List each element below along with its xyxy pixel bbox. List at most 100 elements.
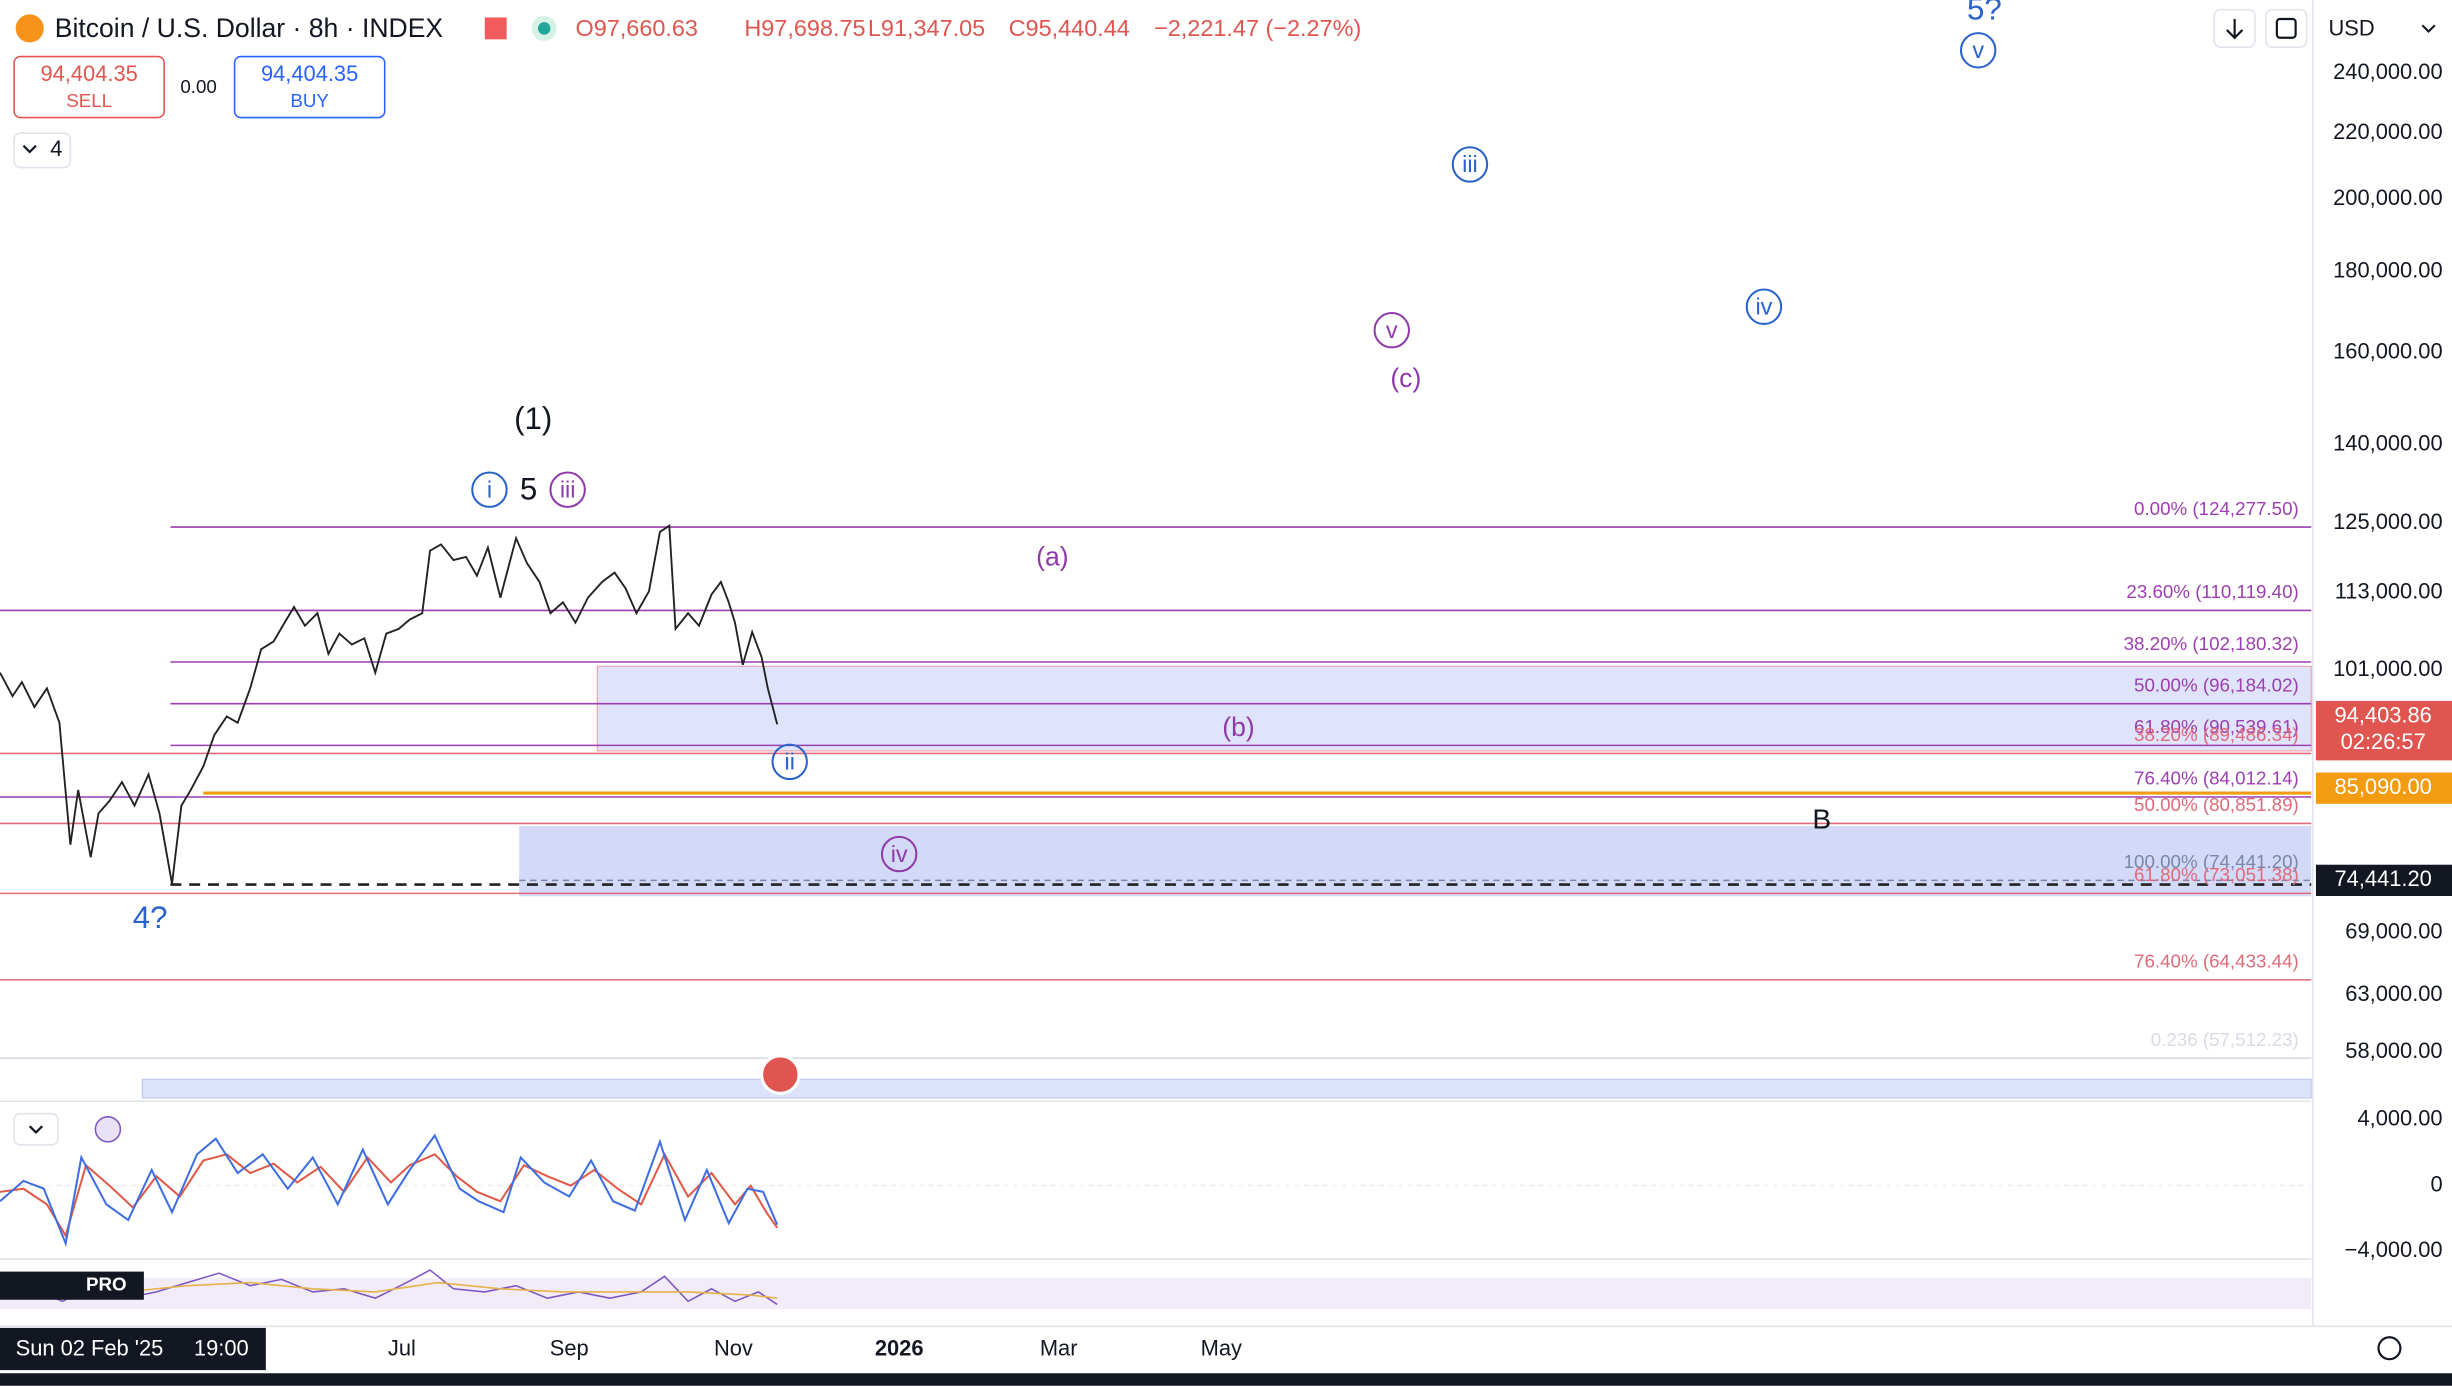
price-badge-label: 85,090.00	[2335, 774, 2432, 799]
wave-label: 4?	[133, 900, 168, 935]
fib-label: 23.60% (110,119.40)	[2126, 581, 2298, 602]
wave-circle	[1745, 288, 1783, 325]
flag	[484, 17, 507, 40]
price-tick-label: 200,000.00	[2333, 185, 2442, 210]
price-axis	[2312, 0, 2452, 1327]
wave-label: (c)	[1390, 363, 1421, 393]
fib-label: 0.236 (57,512.23)	[2151, 1029, 2299, 1050]
buy-label: BUY	[290, 90, 329, 111]
refresh-icon[interactable]	[94, 1116, 122, 1143]
sell-price: 94,404.35	[40, 61, 137, 86]
indicators-toggle[interactable]	[13, 132, 72, 169]
rsi-band	[0, 1277, 2312, 1310]
price-line	[0, 523, 779, 884]
time-tick-label: May	[1201, 1336, 1242, 1361]
fib-label: 100.00% (74,441.20)	[2124, 851, 2299, 872]
cursor-date: Sun 02 Feb '25	[16, 1336, 164, 1361]
price-tick-label: 113,000.00	[2335, 578, 2443, 603]
wave-label: iv	[891, 841, 908, 867]
symbol-icon	[15, 14, 44, 43]
wave-label: iii	[1462, 151, 1478, 177]
wave-label: 5	[520, 472, 537, 507]
oscillator-tick-label: −4,000.00	[2345, 1237, 2443, 1262]
wave-label: iv	[1755, 293, 1772, 319]
price-tick-label: 125,000.00	[2333, 509, 2442, 534]
price-badge-label: 94,403.86	[2335, 702, 2432, 727]
fib-label: 50.00% (80,851.89)	[2134, 794, 2299, 815]
sell-button[interactable]	[13, 55, 165, 119]
wave-circle	[1451, 146, 1489, 183]
status-dot	[537, 22, 551, 35]
oscillator-tick-label: 0	[2430, 1171, 2442, 1196]
wave-label: 5?	[1967, 0, 2002, 26]
arrow-icon	[2226, 19, 2244, 40]
price-badge	[2315, 700, 2452, 761]
time-tick-label: Jul	[388, 1336, 416, 1361]
change: −2,221.47 (−2.27%)	[1154, 15, 1361, 41]
time-tick-label: Nov	[714, 1336, 753, 1361]
time-tick-label: Sep	[550, 1336, 589, 1361]
price-tick-label: 240,000.00	[2333, 59, 2442, 84]
time-tick-label: Mar	[1040, 1336, 1078, 1361]
price-tick-label: 140,000.00	[2333, 431, 2442, 456]
wave-circle	[1373, 311, 1410, 349]
price-tick-label: 58,000.00	[2345, 1038, 2442, 1063]
price-badge	[2315, 772, 2452, 804]
buy-button[interactable]	[233, 55, 386, 119]
wave-circle	[1959, 32, 1997, 69]
bottom-bar	[0, 1373, 2452, 1386]
logo	[0, 1271, 144, 1300]
chevron	[28, 1125, 43, 1134]
fib-label: 61.80% (73,051.38)	[2134, 864, 2299, 885]
price-badge	[2315, 864, 2452, 896]
fib-label: 61.80% (90,539.61)	[2134, 716, 2299, 737]
wave-circle	[549, 471, 586, 508]
cursor-clock: 19:00	[194, 1336, 249, 1361]
fib-label: 38.20% (89,486.34)	[2134, 724, 2299, 745]
settings-icon[interactable]	[2377, 1336, 2402, 1361]
logo-text: PRO	[86, 1274, 127, 1295]
price-badge-label: 74,441.20	[2335, 866, 2432, 891]
cursor-label	[0, 1327, 266, 1371]
event-icon[interactable]	[759, 1054, 801, 1095]
wave-label: B	[1812, 804, 1831, 835]
currency[interactable]: USD	[2328, 16, 2374, 41]
chevron	[22, 144, 37, 154]
ohlc: L91,347.05	[868, 15, 985, 41]
oscillator-signal	[0, 1152, 779, 1239]
sell-label: SELL	[66, 90, 112, 111]
wave-label: (a)	[1036, 542, 1068, 572]
wave-label: (b)	[1222, 712, 1254, 742]
wave-circle	[471, 471, 508, 508]
ohlc: O97,660.63	[575, 15, 698, 41]
indicator-count: 4	[50, 136, 62, 161]
chevron	[2421, 24, 2436, 33]
wave-circle	[880, 835, 918, 873]
oscillator	[0, 1133, 779, 1248]
wave-label: v	[1386, 317, 1398, 343]
fib-label: 50.00% (96,184.02)	[2134, 674, 2299, 695]
wave-circle	[771, 743, 808, 781]
price-tick-label: 69,000.00	[2345, 918, 2442, 943]
symbol: Bitcoin / U.S. Dollar · 8h · INDEX	[55, 13, 444, 43]
wave-label: v	[1972, 37, 1984, 63]
wave-label: i	[487, 476, 492, 502]
price-tick-label: 101,000.00	[2333, 656, 2442, 681]
buy-price: 94,404.35	[261, 61, 358, 86]
countdown: 02:26:57	[2341, 729, 2426, 754]
time-tick-label: 2026	[875, 1336, 924, 1361]
reset-button[interactable]	[2265, 8, 2308, 48]
fib-label: 0.00% (124,277.50)	[2134, 498, 2299, 519]
fib-label: 76.40% (84,012.14)	[2134, 768, 2299, 789]
ohlc: H97,698.75	[744, 15, 865, 41]
reset-icon	[2275, 17, 2297, 39]
fib-label: 38.20% (102,180.32)	[2124, 633, 2299, 654]
price-tick-label: 180,000.00	[2333, 258, 2442, 283]
spread: 0.00	[180, 76, 217, 97]
pane-toggle[interactable]	[13, 1112, 59, 1146]
price-tick-label: 220,000.00	[2333, 119, 2442, 144]
price-tick-label: 160,000.00	[2333, 339, 2442, 364]
fib-label: 76.40% (64,433.44)	[2134, 951, 2299, 972]
